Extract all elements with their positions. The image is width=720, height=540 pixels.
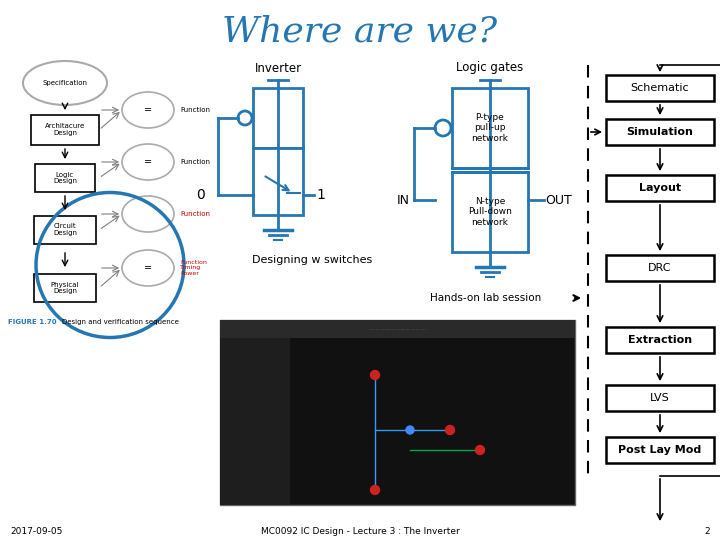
Bar	[606, 119, 714, 145]
Text: Extraction: Extraction	[628, 335, 692, 345]
Bar	[253, 88, 303, 148]
Text: IN: IN	[397, 193, 410, 206]
Bar	[606, 255, 714, 281]
Ellipse shape	[122, 144, 174, 180]
Bar	[220, 320, 575, 505]
Circle shape	[406, 426, 414, 434]
Bar	[606, 75, 714, 101]
Bar	[452, 88, 528, 168]
Bar	[606, 327, 714, 353]
Text: 2017-09-05: 2017-09-05	[10, 528, 63, 537]
Text: Specification: Specification	[42, 80, 88, 86]
Text: Layout: Layout	[639, 183, 681, 193]
Circle shape	[435, 120, 451, 136]
Text: Where are we?: Where are we?	[222, 15, 498, 49]
Text: ...............................................: ........................................…	[368, 327, 427, 331]
Circle shape	[371, 485, 379, 495]
Bar	[34, 274, 96, 302]
Text: Physical
Design: Physical Design	[50, 281, 79, 294]
Text: P-type
pull-up
network: P-type pull-up network	[472, 113, 508, 143]
Text: 2: 2	[704, 528, 710, 537]
Text: Simulation: Simulation	[626, 127, 693, 137]
Text: Function: Function	[180, 211, 210, 217]
Bar	[31, 115, 99, 145]
Text: =: =	[144, 105, 152, 115]
Text: Post Lay Mod: Post Lay Mod	[618, 445, 701, 455]
Text: Function: Function	[180, 107, 210, 113]
Text: =: =	[144, 157, 152, 167]
Text: Logic
Design: Logic Design	[53, 172, 77, 185]
Ellipse shape	[122, 92, 174, 128]
Ellipse shape	[122, 196, 174, 232]
Circle shape	[446, 426, 454, 435]
Text: OUT: OUT	[545, 193, 572, 206]
Bar	[220, 320, 575, 338]
Text: DRC: DRC	[648, 263, 672, 273]
Circle shape	[238, 111, 252, 125]
Circle shape	[475, 446, 485, 455]
Text: Hands-on lab session: Hands-on lab session	[430, 293, 541, 303]
Text: Circuit
Design: Circuit Design	[53, 224, 77, 237]
Text: LVS: LVS	[650, 393, 670, 403]
Bar	[606, 175, 714, 201]
Bar	[606, 385, 714, 411]
Text: =: =	[144, 263, 152, 273]
Text: N-type
Pull-down
network: N-type Pull-down network	[468, 197, 512, 227]
Text: 1: 1	[316, 188, 325, 202]
Ellipse shape	[23, 61, 107, 105]
Text: FIGURE 1.70: FIGURE 1.70	[8, 319, 57, 325]
Text: Design and verification sequence: Design and verification sequence	[62, 319, 179, 325]
Bar	[452, 172, 528, 252]
Bar	[220, 338, 290, 505]
Text: Inverter: Inverter	[254, 62, 302, 75]
Text: MC0092 IC Design - Lecture 3 : The Inverter: MC0092 IC Design - Lecture 3 : The Inver…	[261, 528, 459, 537]
Text: Designing w switches: Designing w switches	[252, 255, 372, 265]
Ellipse shape	[122, 250, 174, 286]
Text: Function
Timing
Power: Function Timing Power	[180, 260, 207, 276]
Text: Schematic: Schematic	[631, 83, 689, 93]
Text: 0: 0	[197, 188, 205, 202]
Bar	[253, 148, 303, 215]
Text: Logic gates: Logic gates	[456, 62, 523, 75]
Bar	[606, 437, 714, 463]
Circle shape	[371, 370, 379, 380]
Bar	[35, 164, 95, 192]
Text: Architacure
Design: Architacure Design	[45, 124, 85, 137]
Text: Function: Function	[180, 159, 210, 165]
Bar	[34, 216, 96, 244]
